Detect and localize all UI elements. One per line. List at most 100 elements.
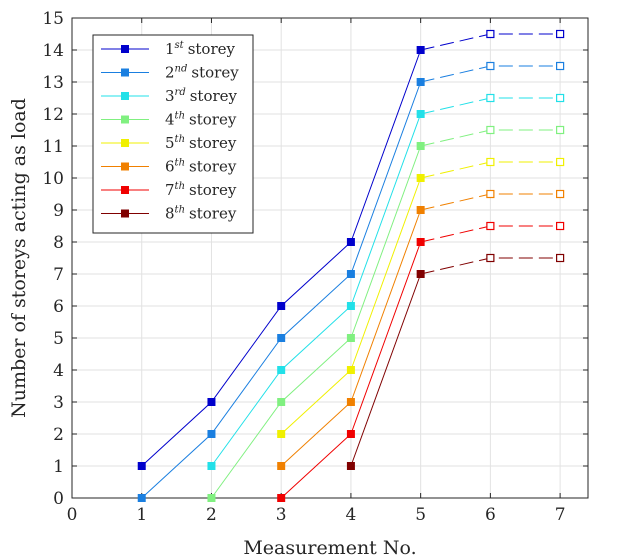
- series-5: [277, 157, 565, 438]
- legend-label: 6th storey: [165, 158, 237, 176]
- legend-marker: [121, 92, 129, 100]
- legend-item-6: 6th storey: [101, 158, 237, 176]
- projected-point: [486, 253, 495, 263]
- data-point: [207, 462, 216, 470]
- legend-marker: [121, 115, 129, 124]
- plot-frame: [71, 17, 589, 499]
- data-point: [416, 238, 425, 246]
- data-point: [346, 238, 355, 246]
- x-tick-label: 4: [346, 505, 357, 525]
- x-tick-label: 2: [206, 505, 217, 525]
- y-tick-label: 1: [53, 457, 64, 477]
- data-point: [346, 366, 355, 374]
- data-point: [416, 46, 425, 54]
- data-point: [277, 494, 286, 502]
- data-point: [416, 78, 425, 86]
- projected-point: [486, 93, 495, 103]
- y-tick-label: 14: [42, 41, 64, 61]
- data-point: [416, 142, 425, 150]
- data-point: [346, 430, 355, 438]
- data-point: [277, 334, 286, 342]
- projected-point: [556, 93, 565, 103]
- legend-marker: [121, 186, 129, 194]
- series-1: [137, 29, 565, 470]
- data-point: [207, 430, 216, 438]
- data-point: [416, 110, 425, 118]
- y-tick-label: 7: [53, 265, 64, 285]
- projected-point: [556, 157, 565, 167]
- data-point: [346, 302, 355, 310]
- data-point: [277, 398, 286, 406]
- legend-label: 1st storey: [165, 40, 236, 58]
- legend-item-3: 3rd storey: [101, 87, 238, 105]
- y-tick-label: 9: [53, 201, 64, 221]
- y-tick-label: 4: [53, 361, 64, 381]
- projected-point: [486, 221, 495, 231]
- legend-item-5: 5th storey: [101, 134, 237, 152]
- projected-point: [486, 189, 495, 199]
- legend-label: 4th storey: [165, 111, 237, 129]
- y-tick-label: 2: [53, 425, 64, 445]
- y-tick-label: 0: [53, 489, 64, 509]
- y-tick-label: 11: [42, 137, 64, 157]
- projected-point: [556, 221, 565, 231]
- x-tick-label: 5: [415, 505, 426, 525]
- y-tick-label: 15: [42, 9, 64, 29]
- legend-marker: [121, 139, 129, 147]
- series-line: [211, 113, 422, 467]
- projected-point: [486, 157, 495, 167]
- x-axis-label: Measurement No.: [243, 537, 416, 558]
- y-tick-label: 13: [42, 73, 64, 93]
- x-tick-label: 7: [555, 505, 566, 525]
- series-3: [207, 93, 565, 470]
- series-line: [350, 273, 422, 467]
- legend-marker: [121, 209, 129, 218]
- legend-item-7: 7th storey: [101, 181, 237, 199]
- series-2: [137, 61, 565, 502]
- legend-item-4: 4th storey: [101, 111, 237, 129]
- series-4: [207, 125, 565, 502]
- projected-point: [486, 29, 495, 39]
- projected-point: [556, 125, 565, 135]
- legend: 1st storey 2nd storey 3rd storey 4th storey 5th s…: [92, 34, 254, 234]
- data-point: [207, 398, 216, 406]
- projected-point: [556, 253, 565, 263]
- data-point: [277, 366, 286, 374]
- projected-point: [486, 61, 495, 71]
- series-line: [211, 145, 422, 499]
- legend-label: 8th storey: [165, 205, 237, 223]
- data-point: [277, 430, 286, 438]
- y-tick-label: 12: [42, 105, 64, 125]
- legend-label: 3rd storey: [165, 87, 238, 105]
- series-6: [277, 189, 565, 470]
- data-point: [346, 398, 355, 406]
- series-layer: [137, 29, 565, 502]
- legend-box: [92, 34, 254, 234]
- legend-item-1: 1st storey: [101, 40, 236, 58]
- legend-item-2: 2nd storey: [101, 64, 239, 82]
- y-tick-label: 6: [53, 297, 64, 317]
- x-tick-label: 3: [276, 505, 287, 525]
- legend-label: 2nd storey: [165, 64, 239, 82]
- y-axis-label: Number of storeys acting as load: [8, 98, 30, 418]
- legend-marker: [121, 45, 129, 53]
- legend-marker: [121, 162, 129, 171]
- y-tick-label: 3: [53, 393, 64, 413]
- legend-marker: [121, 68, 129, 77]
- legend-item-8: 8th storey: [101, 205, 237, 223]
- data-point: [207, 494, 216, 502]
- data-point: [277, 302, 286, 310]
- y-tick-label: 10: [42, 169, 64, 189]
- data-point: [416, 206, 425, 214]
- projected-point: [556, 189, 565, 199]
- y-tick-label: 8: [53, 233, 64, 253]
- data-point: [137, 494, 146, 502]
- projected-point: [486, 125, 495, 135]
- x-tick-label: 6: [485, 505, 496, 525]
- legend-label: 5th storey: [165, 134, 237, 152]
- data-point: [346, 270, 355, 278]
- data-point: [416, 270, 425, 278]
- legend-label: 7th storey: [165, 181, 237, 199]
- x-tick-label: 0: [67, 505, 78, 525]
